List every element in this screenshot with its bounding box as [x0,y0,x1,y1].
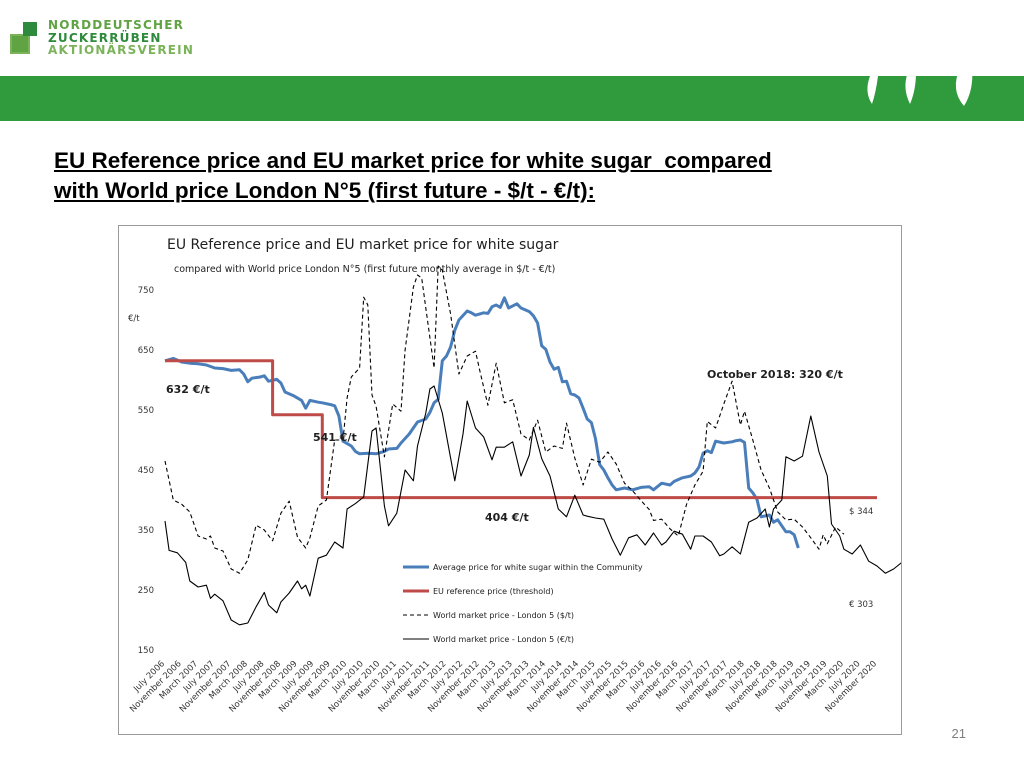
page-number: 21 [951,726,966,741]
chart-container: EU Reference price and EU market price f… [118,225,902,735]
annotation-latest: October 2018: 320 €/t [707,368,843,381]
price-chart: EU Reference price and EU market price f… [128,237,901,715]
annotation-world-usd-last: $ 344 [849,507,873,517]
logo-line-2: ZUCKERRÜBEN [48,30,162,45]
logo-text: NORDDEUTSCHER ZUCKERRÜBEN AKTIONÄRSVEREI… [48,19,194,57]
y-tick-label: 150 [138,646,154,656]
chart-subtitle: compared with World price London N°5 (fi… [174,264,555,275]
sugar-beet-illustration [850,0,1024,110]
legend-label: Average price for white sugar within the… [433,563,643,572]
slide-title: EU Reference price and EU market price f… [54,146,954,206]
y-tick-label: 250 [138,586,154,596]
y-tick-label: 450 [138,466,154,476]
legend-label: World market price - London 5 (€/t) [433,635,574,644]
y-tick-label: 350 [138,526,154,536]
annotation-world-eur-last: € 303 [849,600,873,610]
logo-mark [10,20,40,56]
slide-title-line-2: with World price London N°5 (first futur… [54,178,596,203]
series-line-eu-reference-price-threshold [165,359,877,500]
chart-legend: Average price for white sugar within the… [403,563,643,644]
y-tick-label: 550 [138,406,154,416]
logo-line-1: NORDDEUTSCHER [48,18,185,32]
annotation-eu-ref-mid: 541 €/t [313,431,357,444]
slide-title-line-1: EU Reference price and EU market price f… [54,148,772,173]
chart-title: EU Reference price and EU market price f… [167,237,559,253]
annotation-eu-ref-start: 632 €/t [166,383,210,396]
y-axis-ticks: 150 250 350 450 550 650 750 [138,286,154,656]
y-axis-label: €/t [128,314,140,324]
series-line-average-price-for-white-sugar-within-the-community [164,296,800,549]
chart-series [164,265,901,626]
header-band [0,76,1024,121]
series-line-world-market-price-london-5-t [164,385,901,626]
series-line-world-market-price-london-5-t [164,265,845,574]
annotation-eu-ref-end: 404 €/t [485,511,529,524]
y-tick-label: 750 [138,286,154,296]
logo-line-3: AKTIONÄRSVEREIN [48,43,195,57]
legend-label: EU reference price (threshold) [433,587,554,596]
legend-label: World market price - London 5 ($/t) [433,611,574,620]
y-tick-label: 650 [138,346,154,356]
